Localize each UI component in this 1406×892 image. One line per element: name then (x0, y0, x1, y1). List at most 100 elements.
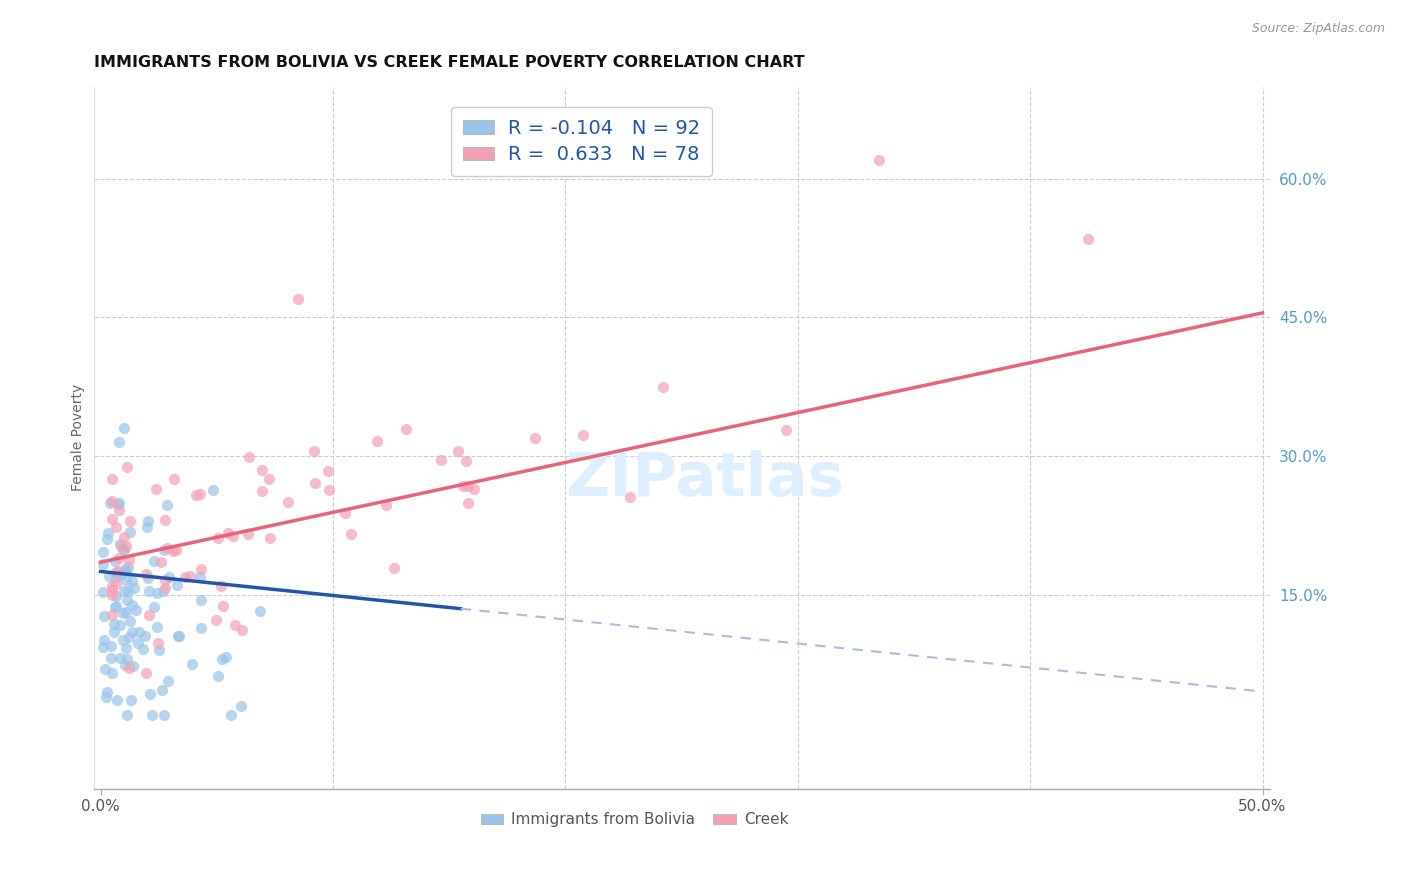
Legend: Immigrants from Bolivia, Creek: Immigrants from Bolivia, Creek (474, 806, 794, 833)
Point (335, 506, 357, 520)
Point (118, 552, 141, 566)
Point (190, 593, 212, 607)
Point (111, 606, 134, 620)
Point (207, 531, 229, 545)
Point (157, 570, 180, 584)
Point (115, 539, 138, 553)
Point (118, 630, 141, 644)
Point (152, 542, 174, 557)
Point (120, 693, 142, 707)
Point (97, 525, 120, 540)
Point (117, 584, 139, 599)
Point (231, 623, 253, 637)
Point (430, 453, 453, 467)
Point (107, 497, 129, 511)
Point (229, 699, 252, 714)
Point (118, 514, 141, 528)
Point (135, 566, 157, 581)
Point (101, 512, 124, 526)
Point (108, 651, 131, 665)
Point (156, 541, 179, 555)
Point (118, 524, 141, 539)
Point (112, 530, 135, 544)
Point (114, 640, 136, 655)
Point (107, 550, 129, 565)
Point (318, 464, 340, 478)
Point (188, 569, 211, 583)
Point (463, 482, 485, 496)
Text: IMMIGRANTS FROM BOLIVIA VS CREEK FEMALE POVERTY CORRELATION CHART: IMMIGRANTS FROM BOLIVIA VS CREEK FEMALE … (94, 55, 804, 70)
Point (115, 592, 138, 607)
Point (366, 434, 388, 449)
Point (121, 574, 143, 588)
Point (134, 629, 156, 643)
Point (148, 642, 170, 657)
Point (100, 651, 122, 665)
Point (96, 684, 118, 698)
Point (105, 589, 128, 603)
Point (205, 613, 228, 627)
Point (152, 584, 174, 599)
Point (153, 581, 176, 595)
Point (775, 423, 797, 437)
Point (457, 478, 479, 492)
Point (145, 482, 167, 496)
Point (139, 687, 162, 701)
Point (101, 472, 124, 486)
Point (101, 579, 124, 593)
Point (249, 604, 271, 618)
Point (211, 652, 233, 666)
Point (111, 542, 134, 557)
Point (304, 443, 326, 458)
Point (112, 421, 135, 435)
Point (190, 562, 212, 576)
Point (114, 605, 136, 619)
Point (250, 463, 273, 477)
Point (135, 666, 157, 681)
Point (162, 544, 184, 558)
Point (105, 570, 128, 584)
Point (174, 569, 197, 583)
Point (98, 495, 121, 509)
Point (101, 607, 124, 622)
Point (110, 540, 132, 554)
Point (209, 579, 232, 593)
Point (100, 639, 122, 653)
Point (257, 472, 280, 486)
Point (207, 669, 229, 683)
Point (166, 578, 188, 592)
Point (250, 483, 273, 498)
Point (1077, 232, 1099, 246)
Point (217, 526, 239, 541)
Point (115, 564, 138, 578)
Point (238, 450, 260, 465)
Point (651, 380, 673, 394)
Point (101, 588, 124, 602)
Point (454, 453, 477, 467)
Point (93, 557, 115, 571)
Point (219, 707, 242, 722)
Point (179, 568, 201, 582)
Point (108, 537, 131, 551)
Point (156, 674, 179, 689)
Point (212, 599, 235, 613)
Point (619, 490, 641, 504)
Point (146, 620, 169, 634)
Point (165, 542, 187, 557)
Point (142, 599, 165, 614)
Point (107, 495, 129, 509)
Point (104, 554, 127, 568)
Point (395, 422, 418, 436)
Point (97, 569, 120, 583)
Point (93, 662, 115, 676)
Point (222, 529, 245, 543)
Point (318, 483, 340, 498)
Point (104, 600, 127, 615)
Y-axis label: Female Poverty: Female Poverty (72, 384, 86, 491)
Point (100, 666, 122, 681)
Point (135, 520, 157, 534)
Point (118, 661, 141, 675)
Point (103, 617, 125, 632)
Point (105, 565, 128, 579)
Point (277, 495, 299, 509)
